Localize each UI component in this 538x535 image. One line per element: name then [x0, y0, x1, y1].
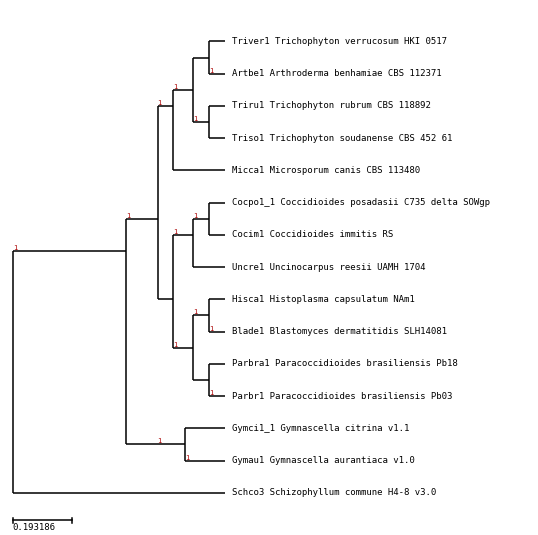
- Text: 1: 1: [209, 68, 214, 74]
- Text: Uncre1 Uncinocarpus reesii UAMH 1704: Uncre1 Uncinocarpus reesii UAMH 1704: [232, 263, 426, 272]
- Text: Triru1 Trichophyton rubrum CBS 118892: Triru1 Trichophyton rubrum CBS 118892: [232, 102, 431, 110]
- Text: 1: 1: [209, 326, 214, 332]
- Text: 1: 1: [193, 116, 197, 122]
- Text: 1: 1: [209, 390, 214, 396]
- Text: 1: 1: [173, 342, 178, 348]
- Text: Parbra1 Paracoccidioides brasiliensis Pb18: Parbra1 Paracoccidioides brasiliensis Pb…: [232, 360, 458, 368]
- Text: 1: 1: [193, 309, 197, 316]
- Text: Cocpo1_1 Coccidioides posadasii C735 delta SOWgp: Cocpo1_1 Coccidioides posadasii C735 del…: [232, 198, 490, 207]
- Text: Micca1 Microsporum canis CBS 113480: Micca1 Microsporum canis CBS 113480: [232, 166, 420, 175]
- Text: 1: 1: [186, 455, 189, 461]
- Text: 1: 1: [158, 100, 162, 106]
- Text: 1: 1: [126, 213, 130, 219]
- Text: Schco3 Schizophyllum commune H4-8 v3.0: Schco3 Schizophyllum commune H4-8 v3.0: [232, 488, 436, 498]
- Text: 1: 1: [173, 229, 178, 235]
- Text: Triso1 Trichophyton soudanense CBS 452 61: Triso1 Trichophyton soudanense CBS 452 6…: [232, 134, 452, 143]
- Text: 1: 1: [158, 439, 162, 445]
- Text: 1: 1: [173, 84, 178, 90]
- Text: Blade1 Blastomyces dermatitidis SLH14081: Blade1 Blastomyces dermatitidis SLH14081: [232, 327, 447, 336]
- Text: Gymau1 Gymnascella aurantiaca v1.0: Gymau1 Gymnascella aurantiaca v1.0: [232, 456, 415, 465]
- Text: 1: 1: [13, 245, 17, 251]
- Text: Cocim1 Coccidioides immitis RS: Cocim1 Coccidioides immitis RS: [232, 231, 393, 239]
- Text: Hisca1 Histoplasma capsulatum NAm1: Hisca1 Histoplasma capsulatum NAm1: [232, 295, 415, 304]
- Text: Triver1 Trichophyton verrucosum HKI 0517: Triver1 Trichophyton verrucosum HKI 0517: [232, 37, 447, 46]
- Text: Parbr1 Paracoccidioides brasiliensis Pb03: Parbr1 Paracoccidioides brasiliensis Pb0…: [232, 392, 452, 401]
- Text: 0.193186: 0.193186: [13, 523, 56, 532]
- Text: Artbe1 Arthroderma benhamiae CBS 112371: Artbe1 Arthroderma benhamiae CBS 112371: [232, 69, 442, 78]
- Text: 1: 1: [193, 213, 197, 219]
- Text: Gymci1_1 Gymnascella citrina v1.1: Gymci1_1 Gymnascella citrina v1.1: [232, 424, 409, 433]
